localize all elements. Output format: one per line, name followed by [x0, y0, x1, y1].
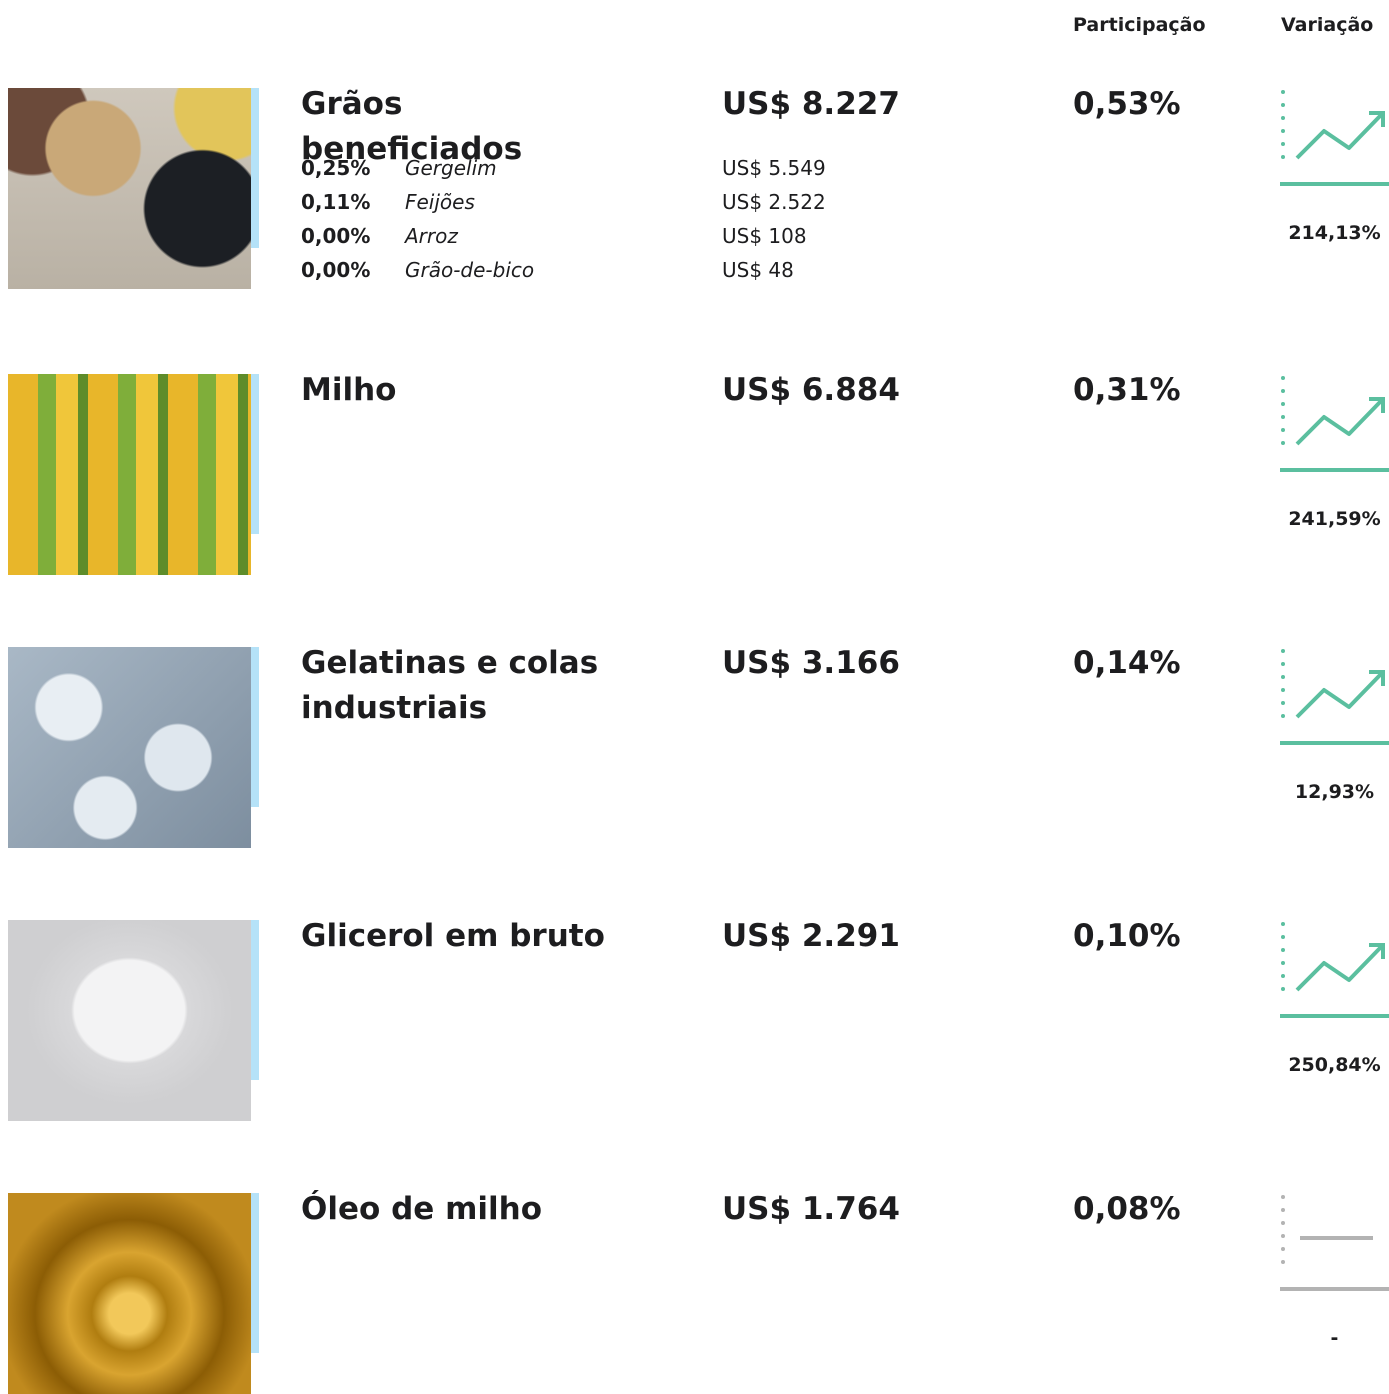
item-value: US$ 48: [722, 256, 794, 284]
product-name: Glicerol em bruto: [301, 914, 631, 959]
product-name: Óleo de milho: [301, 1187, 631, 1232]
trend-icon: [1276, 1191, 1389, 1295]
product-share: 0,10%: [1073, 914, 1181, 959]
product-image: [8, 88, 251, 289]
product-share: 0,53%: [1073, 82, 1181, 127]
accent-bar: [251, 88, 259, 248]
product-image: [8, 647, 251, 848]
trend-icon: [1276, 645, 1389, 749]
product-name: Gelatinas e colas industriais: [301, 641, 631, 731]
accent-bar: [251, 920, 259, 1080]
share-header: Participação: [1073, 14, 1206, 36]
product-name: Milho: [301, 368, 631, 413]
variation: 214,13%: [1280, 222, 1389, 244]
item-name: Feijões: [405, 188, 475, 216]
variation-header: Variação: [1281, 14, 1373, 36]
item-share: 0,25%: [301, 154, 370, 182]
product-value: US$ 2.291: [722, 914, 900, 959]
item-name: Gergelim: [405, 154, 497, 182]
product-share: 0,14%: [1073, 641, 1181, 686]
accent-bar: [251, 1193, 259, 1353]
product-value: US$ 6.884: [722, 368, 900, 413]
variation: 241,59%: [1280, 508, 1389, 530]
variation: 250,84%: [1280, 1054, 1389, 1076]
product-share: 0,08%: [1073, 1187, 1181, 1232]
variation: 12,93%: [1280, 781, 1389, 803]
accent-bar: [251, 374, 259, 534]
item-value: US$ 108: [722, 222, 807, 250]
product-value: US$ 1.764: [722, 1187, 900, 1232]
product-image: [8, 374, 251, 575]
product-share: 0,31%: [1073, 368, 1181, 413]
trend-icon: [1276, 918, 1389, 1022]
accent-bar: [251, 647, 259, 807]
product-value: US$ 3.166: [722, 641, 900, 686]
product-image: [8, 1193, 251, 1394]
item-share: 0,00%: [301, 256, 370, 284]
item-value: US$ 2.522: [722, 188, 826, 216]
item-name: Grão-de-bico: [405, 256, 534, 284]
product-image: [8, 920, 251, 1121]
trend-icon: [1276, 372, 1389, 476]
item-value: US$ 5.549: [722, 154, 826, 182]
item-share: 0,00%: [301, 222, 370, 250]
product-value: US$ 8.227: [722, 82, 900, 127]
item-name: Arroz: [405, 222, 458, 250]
item-share: 0,11%: [301, 188, 370, 216]
trend-icon: [1276, 86, 1389, 190]
variation: -: [1280, 1327, 1389, 1349]
page: Participação Variação Grãos beneficiados…: [0, 0, 1389, 1388]
